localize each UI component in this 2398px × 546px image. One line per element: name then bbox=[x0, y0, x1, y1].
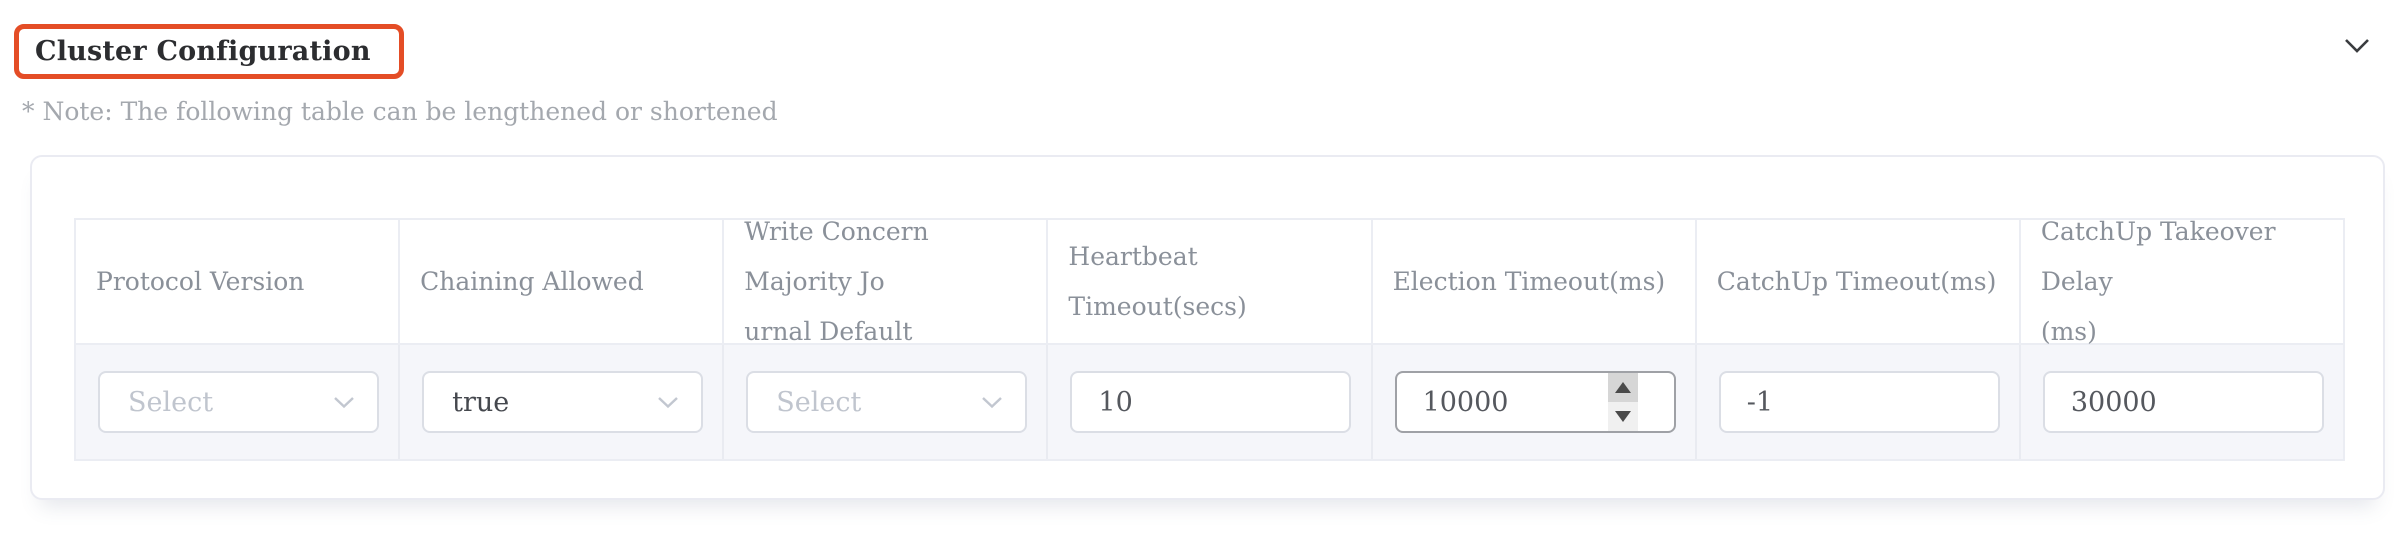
column-header-heartbeat-timeout: Heartbeat Timeout(secs) bbox=[1048, 220, 1373, 343]
write-concern-majority-journal-default-select[interactable]: Select bbox=[746, 371, 1028, 433]
table-row: Select true bbox=[76, 345, 2343, 459]
spin-down-button[interactable] bbox=[1607, 402, 1638, 431]
cell-election-timeout bbox=[1373, 345, 1697, 459]
column-header-catchup-takeover-delay: CatchUp Takeover Delay (ms) bbox=[2040, 216, 2276, 346]
spin-up-button[interactable] bbox=[1607, 373, 1638, 402]
catchup-takeover-delay-input[interactable] bbox=[2042, 371, 2324, 433]
cell-catchup-timeout bbox=[1697, 345, 2021, 459]
chevron-down-icon bbox=[982, 396, 1003, 408]
election-timeout-number-field bbox=[1394, 371, 1676, 433]
collapse-section-button[interactable] bbox=[2344, 38, 2370, 54]
select-placeholder: Select bbox=[128, 386, 214, 418]
cell-protocol-version: Select bbox=[76, 345, 401, 459]
chevron-down-icon bbox=[2345, 39, 2369, 53]
protocol-version-select[interactable]: Select bbox=[98, 371, 379, 433]
chevron-down-icon bbox=[334, 396, 354, 408]
cell-catchup-takeover-delay bbox=[2021, 345, 2343, 459]
arrow-up-icon bbox=[1614, 382, 1631, 393]
table-note: * Note: The following table can be lengt… bbox=[22, 97, 778, 126]
number-spinner bbox=[1607, 373, 1638, 431]
config-panel: Protocol Version Chaining Allowed Write … bbox=[30, 155, 2385, 500]
chevron-down-icon bbox=[658, 396, 678, 408]
column-header-election-timeout: Election Timeout(ms) bbox=[1373, 220, 1697, 343]
catchup-timeout-input[interactable] bbox=[1718, 371, 2000, 433]
column-header-catchup-timeout: CatchUp Timeout(ms) bbox=[1697, 220, 2021, 343]
config-table: Protocol Version Chaining Allowed Write … bbox=[74, 216, 2345, 461]
heartbeat-timeout-input[interactable] bbox=[1070, 371, 1352, 433]
table-header-row: Protocol Version Chaining Allowed Write … bbox=[76, 216, 2343, 346]
column-header-protocol-version: Protocol Version bbox=[76, 220, 401, 343]
page-title: Cluster Configuration bbox=[35, 36, 371, 67]
column-header-chaining-allowed: Chaining Allowed bbox=[400, 220, 725, 343]
cell-heartbeat-timeout bbox=[1048, 345, 1373, 459]
cell-chaining-allowed: true bbox=[400, 345, 725, 459]
cell-write-concern-majority-journal-default: Select bbox=[724, 345, 1049, 459]
column-header-write-concern-majority-journal-default: Write Concern Majority Jo urnal Default bbox=[724, 217, 1049, 346]
section-title-highlight: Cluster Configuration bbox=[14, 24, 404, 79]
chaining-allowed-select[interactable]: true bbox=[422, 371, 704, 433]
select-value: true bbox=[452, 386, 510, 418]
arrow-down-icon bbox=[1614, 411, 1631, 422]
select-placeholder: Select bbox=[776, 386, 862, 418]
